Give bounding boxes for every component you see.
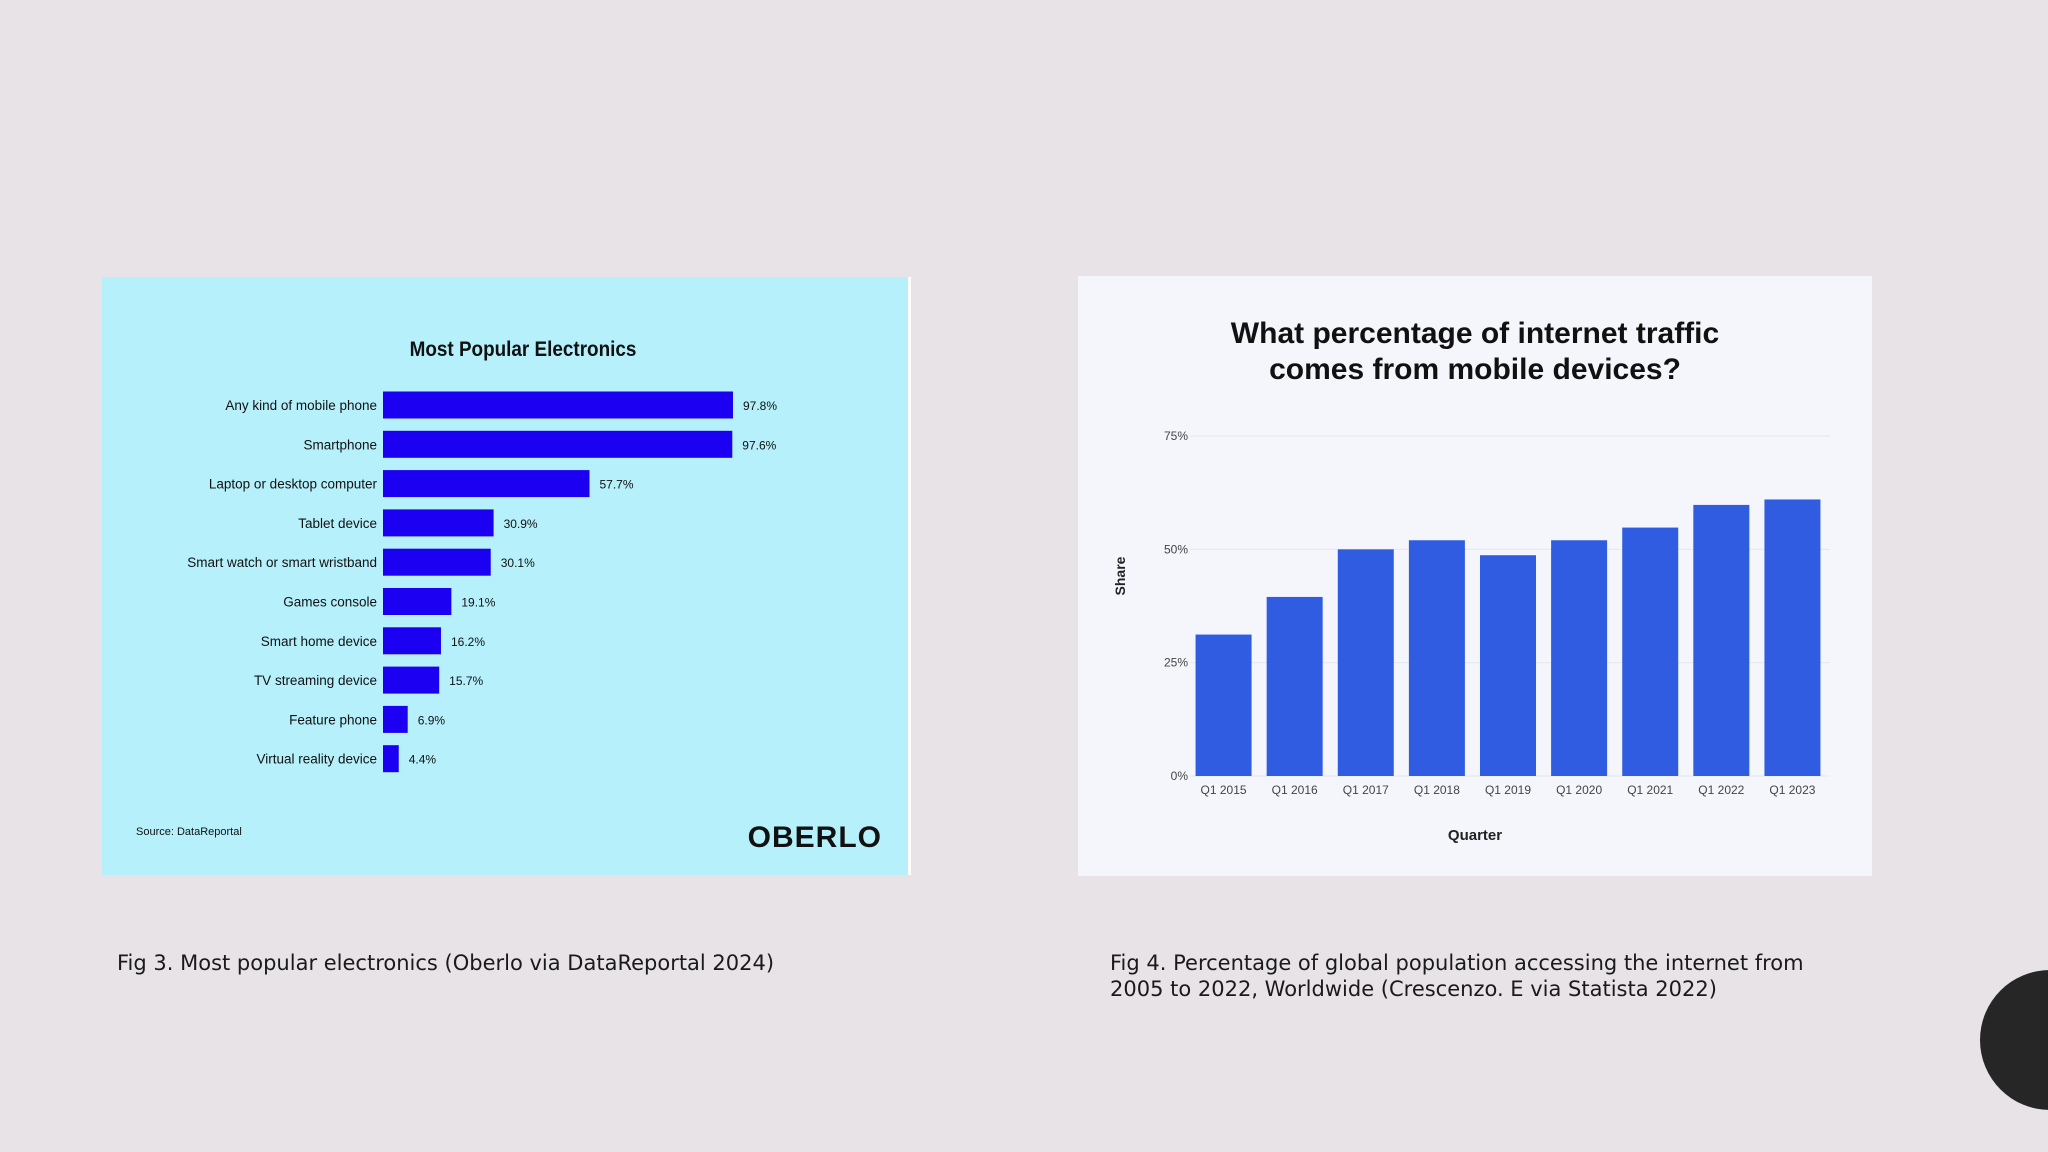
category-label: TV streaming device (254, 673, 377, 688)
bar (1480, 555, 1536, 776)
source-label: Source: DataReportal (136, 826, 242, 838)
y-tick-label: 75% (1164, 429, 1188, 443)
bar (1622, 527, 1679, 776)
value-label: 97.6% (742, 438, 776, 452)
x-tick-label: Q1 2020 (1556, 783, 1602, 797)
category-label: Feature phone (289, 712, 377, 727)
bar (383, 627, 441, 655)
category-label: Any kind of mobile phone (225, 398, 377, 413)
category-label: Laptop or desktop computer (209, 477, 378, 492)
chart-title: Most Popular Electronics (410, 338, 637, 361)
value-label: 15.7% (449, 674, 483, 688)
value-label: 6.9% (418, 713, 446, 727)
bar (1693, 504, 1750, 776)
chart-title-line: comes from mobile devices? (1269, 353, 1681, 386)
category-label: Tablet device (298, 516, 377, 531)
bar (383, 705, 408, 733)
bar (1195, 634, 1252, 776)
fig3-caption: Fig 3. Most popular electronics (Oberlo … (117, 951, 775, 975)
category-label: Smart home device (261, 634, 377, 649)
bar (1266, 596, 1323, 776)
oberlo-logo: OBERLO (748, 821, 882, 854)
y-tick-label: 50% (1164, 542, 1188, 556)
x-tick-label: Q1 2022 (1698, 783, 1744, 797)
bar (1551, 540, 1608, 776)
mobile-traffic-chart-panel: What percentage of internet traffic comes… (1078, 276, 1872, 876)
category-label: Smart watch or smart wristband (187, 555, 377, 570)
value-label: 19.1% (461, 596, 495, 610)
bar (1764, 499, 1821, 776)
fig4-caption: Fig 4. Percentage of global population a… (1110, 951, 1804, 1001)
bar (383, 470, 590, 498)
x-tick-label: Q1 2016 (1272, 783, 1318, 797)
value-label: 97.8% (743, 399, 777, 413)
bar (383, 745, 399, 773)
value-label: 4.4% (409, 753, 437, 767)
bar (1337, 549, 1394, 776)
decorative-circle (1980, 970, 2048, 1110)
y-axis-label: Share (1112, 556, 1128, 595)
bar (383, 430, 733, 458)
bar (383, 588, 452, 615)
y-tick-label: 0% (1171, 769, 1189, 783)
x-tick-label: Q1 2021 (1627, 783, 1673, 797)
x-tick-label: Q1 2018 (1414, 783, 1460, 797)
x-tick-label: Q1 2023 (1769, 783, 1815, 797)
value-label: 57.7% (599, 478, 633, 492)
bar (383, 666, 440, 694)
x-tick-label: Q1 2017 (1343, 783, 1389, 797)
x-axis-label: Quarter (1448, 827, 1502, 844)
category-label: Smartphone (303, 437, 377, 452)
mobile-traffic-bar-chart: What percentage of internet trafficcomes… (1112, 317, 1830, 844)
category-label: Virtual reality device (256, 752, 377, 767)
value-label: 30.9% (504, 517, 538, 531)
bar (1408, 540, 1465, 776)
category-label: Games console (283, 595, 377, 610)
x-tick-label: Q1 2019 (1485, 783, 1531, 797)
x-tick-label: Q1 2015 (1201, 783, 1247, 797)
bar (383, 548, 491, 576)
value-label: 30.1% (501, 556, 535, 570)
bar (383, 391, 733, 419)
bar (383, 509, 494, 537)
oberlo-chart-panel: Most Popular Electronics Any kind of mobi… (102, 277, 911, 875)
chart-title-line: What percentage of internet traffic (1231, 317, 1719, 350)
electronics-bar-chart: Most Popular Electronics Any kind of mobi… (136, 338, 882, 854)
value-label: 16.2% (451, 635, 485, 649)
y-tick-label: 25% (1164, 656, 1188, 670)
